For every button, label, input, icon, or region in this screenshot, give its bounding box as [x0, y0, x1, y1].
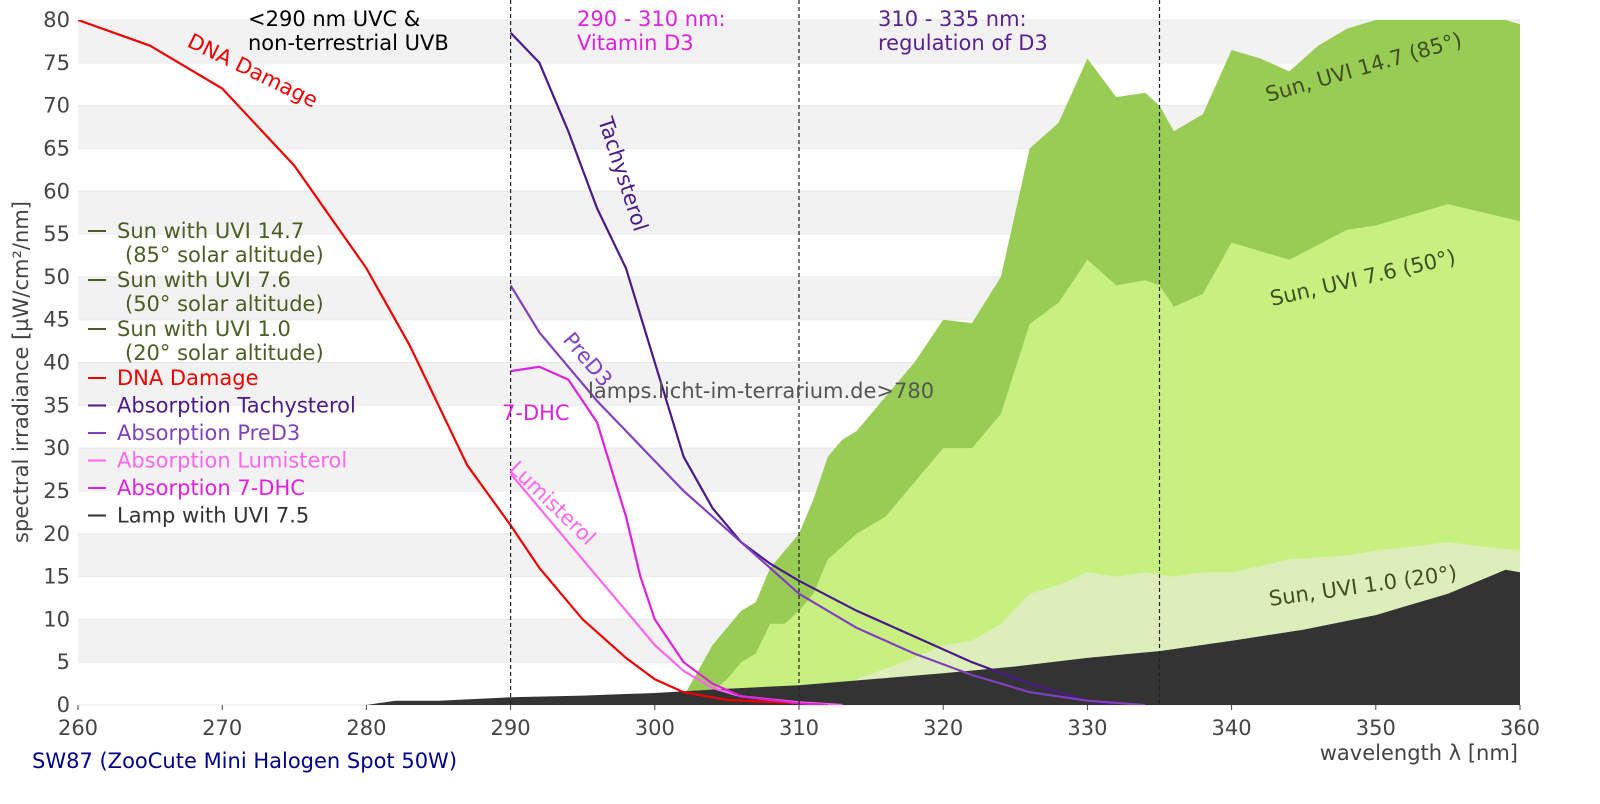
x-tick-label: 300 — [635, 716, 675, 740]
x-tick-label: 260 — [58, 716, 98, 740]
y-tick-label: 60 — [43, 179, 70, 203]
x-tick-label: 270 — [202, 716, 242, 740]
legend-label: Sun with UVI 14.7 (85° solar altitude) — [117, 219, 324, 267]
annotation: <290 nm UVC & non-terrestrial UVB — [248, 7, 449, 55]
line — [78, 20, 800, 705]
x-tick-label: 290 — [491, 716, 531, 740]
legend-label: Absorption PreD3 — [117, 421, 300, 445]
area — [366, 569, 1520, 705]
legend-label: DNA Damage — [117, 366, 259, 390]
x-tick-label: 330 — [1067, 716, 1107, 740]
y-tick-label: 20 — [43, 522, 70, 546]
annotation: lamps.licht-im-terrarium.de>780 — [588, 379, 934, 403]
y-tick-label: 5 — [57, 650, 70, 674]
y-tick-label: 0 — [57, 693, 70, 717]
y-tick-label: 35 — [43, 393, 70, 417]
y-tick-label: 55 — [43, 222, 70, 246]
y-tick-label: 80 — [43, 8, 70, 32]
legend-label: Absorption Tachysterol — [117, 394, 356, 418]
y-tick-label: 25 — [43, 479, 70, 503]
x-tick-label: 340 — [1212, 716, 1252, 740]
grid-band — [78, 20, 1520, 63]
footer: SW87 (ZooCute Mini Halogen Spot 50W) — [32, 749, 457, 773]
y-tick-label: 15 — [43, 565, 70, 589]
x-tick-label: 320 — [923, 716, 963, 740]
x-tick-label: 360 — [1500, 716, 1540, 740]
x-tick-label: 310 — [779, 716, 819, 740]
annotation: 290 - 310 nm: Vitamin D3 — [577, 7, 726, 55]
y-tick-label: 45 — [43, 308, 70, 332]
legend-label: Absorption Lumisterol — [117, 449, 347, 473]
annotation: 310 - 335 nm: regulation of D3 — [878, 7, 1048, 55]
line — [509, 284, 1146, 705]
line — [510, 365, 828, 705]
y-tick-label: 30 — [43, 436, 70, 460]
x-tick-label: 350 — [1356, 716, 1396, 740]
y-tick-label: 75 — [43, 51, 70, 75]
x-tick-label: 280 — [346, 716, 386, 740]
y-tick-label: 40 — [43, 351, 70, 375]
annotation: 7-DHC — [502, 401, 570, 425]
x-axis-label: wavelength λ [nm] — [1320, 741, 1518, 765]
legend-label: Sun with UVI 7.6 (50° solar altitude) — [117, 268, 324, 316]
legend-label: Sun with UVI 1.0 (20° solar altitude) — [117, 317, 324, 365]
y-axis-label: spectral irradiance [µW/cm²/nm] — [9, 201, 33, 543]
legend-label: Lamp with UVI 7.5 — [117, 504, 309, 528]
y-tick-label: 65 — [43, 136, 70, 160]
y-tick-label: 50 — [43, 265, 70, 289]
y-tick-label: 70 — [43, 94, 70, 118]
y-tick-label: 10 — [43, 607, 70, 631]
legend-label: Absorption 7-DHC — [117, 476, 305, 500]
